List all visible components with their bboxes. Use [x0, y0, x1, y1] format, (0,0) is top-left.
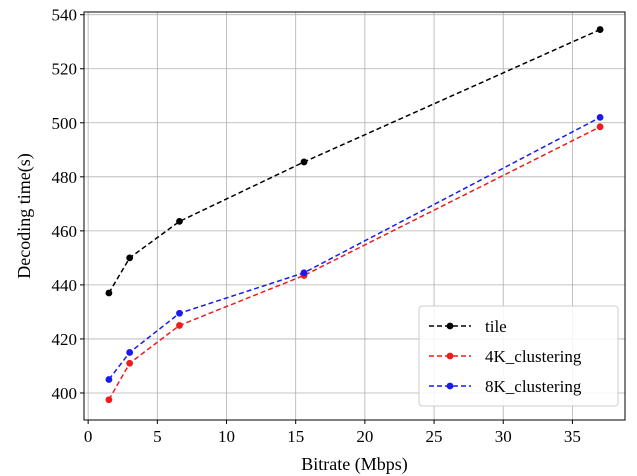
x-tick-label: 15 — [287, 427, 304, 446]
legend-frame — [418, 305, 619, 407]
data-point — [176, 218, 183, 225]
data-point — [105, 376, 113, 383]
x-tick-label: 35 — [564, 427, 581, 446]
data-point — [300, 158, 308, 166]
series-layer — [105, 26, 604, 404]
plot-frame — [83, 11, 626, 421]
y-tick-label: 520 — [52, 60, 78, 79]
data-point — [105, 396, 113, 404]
data-point — [596, 26, 604, 33]
x-tick-label: 30 — [495, 427, 512, 446]
x-tick-label: 0 — [84, 427, 93, 446]
legend: tile 4K_clustering 8K_clustering — [418, 305, 619, 407]
y-tick-label: 500 — [52, 114, 78, 133]
legend-item: tile — [429, 317, 507, 336]
y-axis-label: Decoding time(s) — [14, 153, 35, 278]
data-point — [176, 309, 183, 317]
data-point — [176, 322, 183, 329]
series-line — [108, 28, 601, 294]
legend-marker — [446, 382, 454, 390]
x-axis-ticks: 0 5 10 15 20 25 30 35 — [84, 420, 581, 446]
data-point — [105, 289, 113, 297]
x-tick-label: 25 — [426, 427, 443, 446]
data-point — [596, 123, 604, 131]
y-tick-label: 460 — [52, 222, 78, 241]
y-tick-label: 400 — [52, 384, 78, 403]
series-tile — [105, 26, 604, 297]
x-tick-label: 5 — [153, 427, 162, 446]
x-axis-label: Bitrate (Mbps) — [301, 454, 407, 475]
data-point — [126, 359, 134, 367]
legend-marker — [446, 322, 454, 330]
legend-marker — [446, 352, 454, 360]
y-tick-label: 440 — [52, 276, 78, 295]
legend-label: 4K_clustering — [485, 347, 582, 366]
y-tick-label: 540 — [52, 6, 78, 25]
y-tick-label: 420 — [52, 330, 78, 349]
legend-label: 8K_clustering — [485, 377, 582, 396]
y-tick-label: 480 — [52, 168, 78, 187]
data-point — [126, 349, 134, 356]
legend-item: 8K_clustering — [429, 377, 582, 396]
legend-item: 4K_clustering — [429, 347, 582, 366]
data-point — [300, 269, 308, 277]
y-axis-ticks: 400 420 440 460 480 500 520 540 — [52, 6, 84, 403]
data-point — [126, 254, 134, 262]
x-tick-label: 10 — [218, 427, 235, 446]
data-point — [596, 113, 604, 121]
legend-label: tile — [485, 317, 507, 336]
series-4k-clustering — [105, 123, 604, 404]
series-8k-clustering — [105, 113, 604, 383]
grid — [84, 12, 625, 420]
x-tick-label: 20 — [356, 427, 373, 446]
